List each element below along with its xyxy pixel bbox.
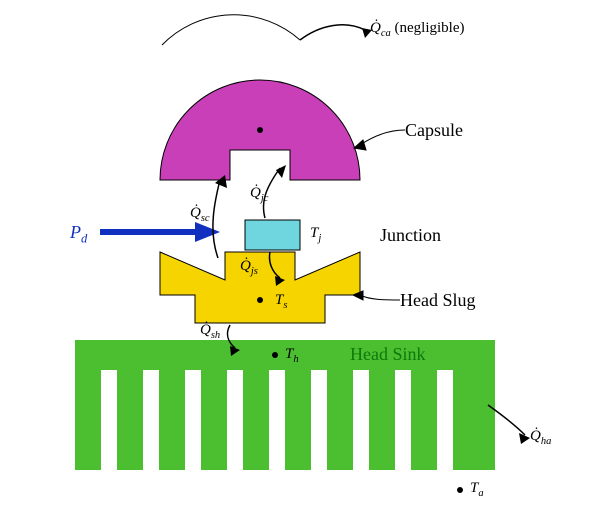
qjc-sym: Q̇	[250, 185, 261, 201]
label-junction: Junction	[380, 225, 441, 246]
junction-shape	[245, 220, 300, 250]
pointer-arrows	[353, 130, 405, 300]
qca-paren: (negligible)	[395, 20, 465, 36]
qjs-sym: Q̇	[240, 258, 251, 274]
qsc-sub: sc	[201, 213, 210, 224]
qsc-sym: Q̇	[190, 205, 201, 221]
qsh-sym: Q̇	[200, 322, 211, 338]
label-qjc: Q̇jc	[250, 185, 268, 204]
ambient-node-dot	[457, 487, 463, 493]
capsule-node-dot	[257, 127, 263, 133]
label-ts: Ts	[275, 292, 287, 311]
label-qha: Q̇ha	[530, 428, 551, 447]
qjc-sub: jc	[261, 193, 269, 204]
label-qsc: Q̇sc	[190, 205, 210, 224]
pd-sym: P	[70, 222, 81, 242]
qca-sub: ca	[381, 28, 391, 39]
qha-sym: Q̇	[530, 428, 541, 444]
qca-sym: Q̇	[370, 20, 381, 36]
qha-sub: ha	[541, 436, 552, 447]
label-th: Th	[285, 346, 299, 365]
head-slug-shape	[160, 252, 360, 323]
label-head-slug: Head Slug	[400, 290, 476, 311]
ta-sub: a	[478, 488, 483, 499]
diagram-stage: Q̇ca (negligible) Capsule Q̇jc Q̇sc Pd T…	[0, 0, 600, 519]
label-head-sink: Head Sink	[350, 344, 426, 365]
pd-arrow	[100, 222, 220, 242]
tj-sub: j	[318, 233, 321, 244]
label-pd: Pd	[70, 222, 87, 247]
label-qca: Q̇ca (negligible)	[370, 20, 465, 39]
qjs-sub: js	[251, 266, 258, 277]
label-qsh: Q̇sh	[200, 322, 220, 341]
label-ta: Ta	[470, 480, 484, 499]
slug-node-dot	[257, 297, 263, 303]
th-sub: h	[293, 354, 298, 365]
label-tj: Tj	[310, 225, 321, 244]
label-capsule: Capsule	[405, 120, 463, 141]
diagram-svg	[0, 0, 600, 519]
heatsink-node-dot	[272, 352, 278, 358]
capsule-shape	[160, 15, 360, 180]
ts-sub: s	[283, 300, 287, 311]
qsh-sub: sh	[211, 330, 220, 341]
label-qjs: Q̇js	[240, 258, 258, 277]
pd-sub: d	[81, 232, 87, 246]
